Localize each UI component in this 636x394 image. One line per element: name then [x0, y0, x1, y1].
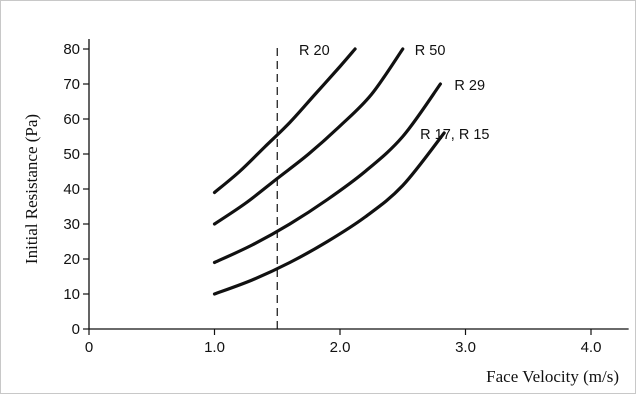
y-tick-label: 70 [63, 76, 80, 93]
x-tick-label: 0 [85, 339, 93, 356]
x-tick-label: 2.0 [330, 339, 351, 356]
y-tick-label: 60 [63, 111, 80, 128]
y-tick-label: 50 [63, 146, 80, 163]
y-tick-label: 0 [72, 321, 80, 338]
series-line [212, 131, 446, 296]
series-line [212, 47, 357, 195]
series-line [212, 82, 442, 265]
series-line [212, 47, 405, 226]
series-label: R 50 [415, 43, 446, 59]
ticks: 0 10 20 30 40 50 60 70 80 0 1.0 2.0 3.0 4.0 [63, 41, 601, 356]
y-axis-label: Initial Resistance (Pa) [22, 114, 41, 264]
y-tick-label: 10 [63, 286, 80, 303]
x-axis-label: Face Velocity (m/s) [486, 367, 619, 386]
y-tick-label: 40 [63, 181, 80, 198]
x-tick-label: 1.0 [204, 339, 225, 356]
series-label: R 17, R 15 [420, 127, 489, 143]
series-label: R 20 [299, 43, 330, 59]
series-lines [212, 47, 446, 296]
y-tick-label: 20 [63, 251, 80, 268]
y-tick-label: 30 [63, 216, 80, 233]
x-tick-label: 3.0 [455, 339, 476, 356]
y-tick-label: 80 [63, 41, 80, 58]
axes [88, 39, 629, 330]
series-label: R 29 [454, 78, 485, 94]
x-tick-label: 4.0 [581, 339, 602, 356]
series-labels: R 20 R 50 R 29 R 17, R 15 [299, 43, 489, 143]
